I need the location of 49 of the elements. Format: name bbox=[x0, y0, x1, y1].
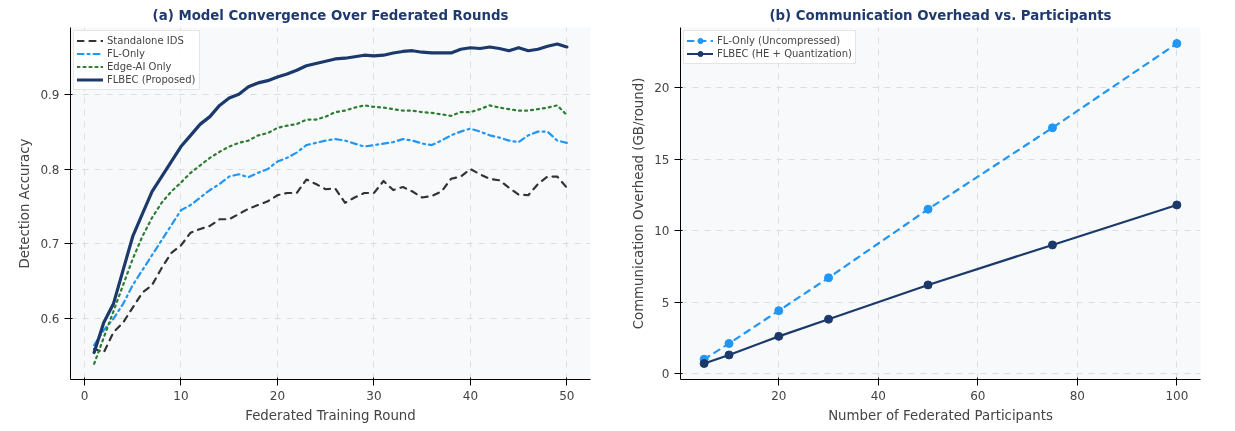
x-tick-label: 10 bbox=[173, 388, 189, 403]
chart-title: (b) Communication Overhead vs. Participants bbox=[769, 7, 1112, 23]
x-tick-label: 40 bbox=[462, 388, 479, 403]
point bbox=[724, 339, 734, 348]
line-series bbox=[93, 167, 568, 354]
point bbox=[1172, 200, 1182, 210]
line-series bbox=[92, 42, 569, 355]
x-tick-label: 50 bbox=[559, 388, 575, 403]
legend-label: Edge-AI Only bbox=[107, 60, 172, 73]
y-tick-label: 0.9 bbox=[40, 87, 60, 102]
chart-title: (a) Model Convergence Over Federated Rounds bbox=[152, 7, 509, 23]
point bbox=[1047, 240, 1057, 250]
line-series bbox=[93, 104, 568, 365]
y-tick-label: 20 bbox=[654, 81, 670, 96]
x-tick-label: 40 bbox=[870, 388, 886, 403]
y-axis-title: Communication Overhead (GB/round) bbox=[631, 77, 647, 330]
y-tick-label: 0 bbox=[661, 367, 670, 381]
point bbox=[923, 204, 933, 214]
point bbox=[774, 306, 784, 316]
legend-label: FLBEC (Proposed) bbox=[107, 73, 196, 86]
x-axis-title: Number of Federated Participants bbox=[828, 407, 1053, 423]
y-tick-label: 0.6 bbox=[40, 312, 60, 327]
point bbox=[724, 350, 734, 360]
point bbox=[923, 280, 933, 290]
x-tick-label: 80 bbox=[1069, 388, 1085, 403]
x-tick-label: 20 bbox=[269, 388, 286, 403]
point bbox=[824, 314, 834, 324]
legend-label: FL-Only (Uncompressed) bbox=[717, 34, 841, 47]
x-tick-label: 0 bbox=[80, 388, 89, 403]
point bbox=[1047, 123, 1057, 133]
legend-label: FL-Only bbox=[107, 47, 145, 60]
x-tick-label: 20 bbox=[771, 388, 787, 403]
point bbox=[774, 331, 784, 341]
y-tick-label: 15 bbox=[654, 152, 670, 167]
point bbox=[699, 359, 709, 368]
y-tick-label: 5 bbox=[661, 295, 670, 310]
point bbox=[824, 273, 834, 283]
y-tick-label: 10 bbox=[654, 224, 670, 239]
y-tick-label: 0.7 bbox=[40, 237, 60, 252]
x-tick-label: 60 bbox=[970, 388, 986, 403]
y-axis-title: Detection Accuracy bbox=[17, 138, 33, 269]
legend-label: FLBEC (HE + Quantization) bbox=[717, 47, 852, 60]
y-tick-label: 0.8 bbox=[40, 162, 60, 177]
x-axis-title: Federated Training Round bbox=[245, 407, 416, 423]
line-series bbox=[93, 127, 568, 347]
legend-label: Standalone IDS bbox=[107, 34, 184, 47]
x-tick-label: 100 bbox=[1165, 388, 1189, 403]
x-tick-label: 30 bbox=[366, 388, 382, 403]
point bbox=[1172, 39, 1182, 48]
